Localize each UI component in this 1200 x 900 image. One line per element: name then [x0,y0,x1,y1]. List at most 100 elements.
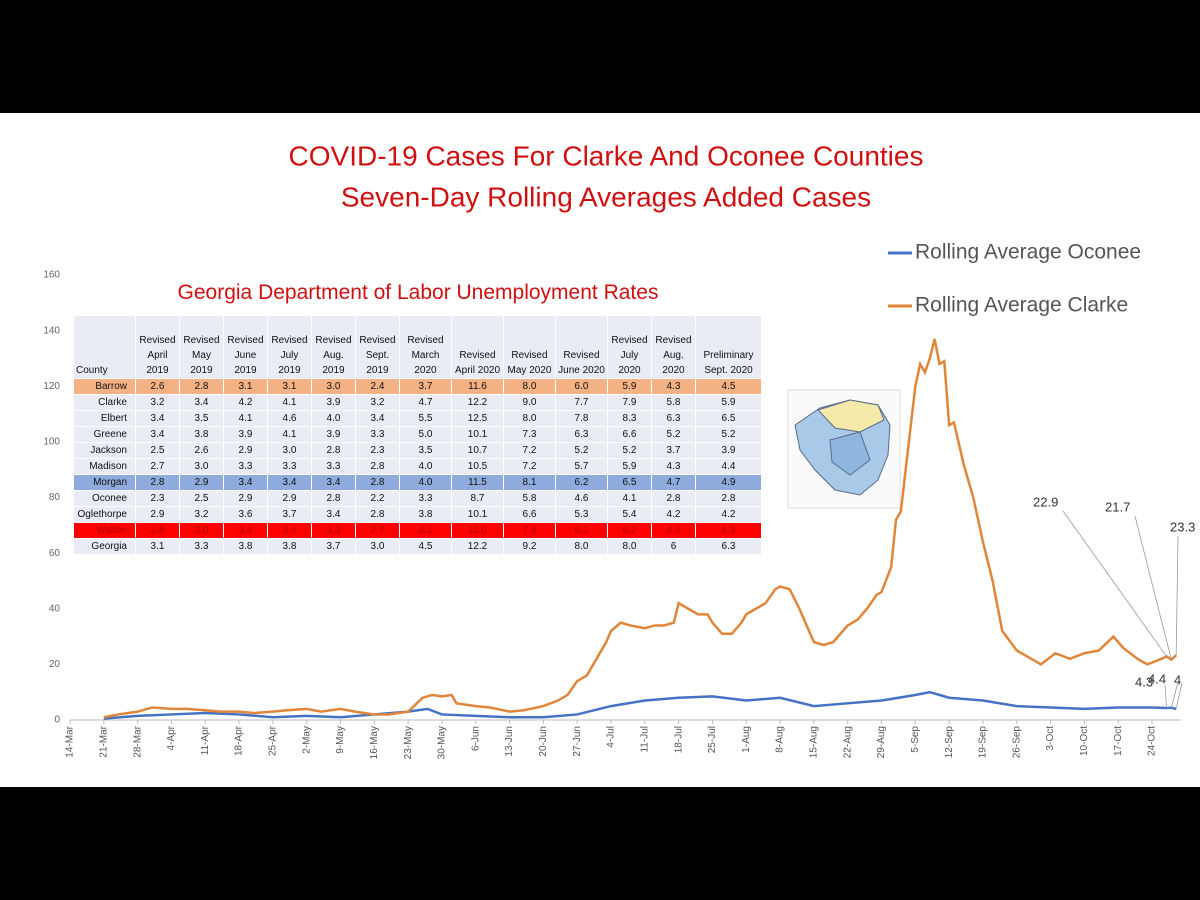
table-row: Elbert 3.4 3.5 4.1 4.6 4.0 3.4 5.5 12.5 8.0 7.8 8.3… [73,410,762,427]
table-cell: 11.6 [451,378,504,395]
table-cell: 5.8 [651,394,696,411]
table-cell: 3.3 [355,426,400,443]
table-row: Greene 3.4 3.8 3.9 4.1 3.9 3.3 5.0 10.1 7.3 6.3 6.6… [73,426,762,443]
table-cell: 2.8 [311,442,356,459]
map-region [829,431,871,476]
header-cell: Revised Aug. 2019 [311,315,356,379]
header-cell: Revised May 2019 [179,315,224,379]
table-cell: 4.2 [223,394,268,411]
table-cell: 10.7 [451,442,504,459]
x-tick-label: 30-May [437,726,448,759]
table-cell: 3.7 [399,378,452,395]
table-cell: 7.8 [555,410,608,427]
x-tick-label: 11-Jul [639,726,650,753]
legend-label: Rolling Average Oconee [915,241,1141,264]
table-cell: 4.1 [607,490,652,507]
x-tick-label: 12-Sep [944,726,955,759]
table-cell: 3.8 [399,506,452,523]
table-cell: 2.9 [267,490,312,507]
table-cell: 2.8 [355,474,400,491]
table-cell: 3.1 [223,378,268,395]
table-cell: 4.6 [267,410,312,427]
table-cell: 6.2 [555,474,608,491]
header-cell: Revised April 2020 [451,315,504,379]
table-cell: 3.9 [311,394,356,411]
table-cell: 2.5 [135,442,180,459]
x-tick-label: 20-Jun [538,726,549,757]
table-cell: 2.6 [135,378,180,395]
table-cell: 2.8 [311,490,356,507]
header-cell: Revised Aug. 2020 [651,315,696,379]
table-row: Oglethorpe 2.9 3.2 3.6 3.7 3.4 2.8 3.8 10.1 6.6 5.… [73,506,762,523]
table-cell: Madison [73,458,136,475]
table-cell: 8.0 [503,410,556,427]
point-label: 21.7 [1105,499,1130,514]
point-label: 22.9 [1033,494,1058,509]
table-cell: 9.2 [503,538,556,555]
table-cell: 4.7 [651,474,696,491]
table-cell: Elbert [73,410,136,427]
header-cell: Revised June 2020 [555,315,608,379]
table-cell: Jackson [73,442,136,459]
table-cell: 12.5 [451,410,504,427]
table-cell: 3.1 [135,538,180,555]
header-cell: Revised July 2020 [607,315,652,379]
table-cell: 2.7 [135,458,180,475]
x-tick-label: 4-Apr [166,725,177,750]
table-cell: Greene [73,426,136,443]
table-cell: 4.4 [695,458,762,475]
table-cell: 4.9 [695,474,762,491]
table-cell: 5.9 [695,394,762,411]
series-line [103,690,1177,720]
table-cell: 2.8 [355,506,400,523]
y-tick-label: 100 [43,437,60,448]
table-cell: 3.8 [267,538,312,555]
table-cell: 6.3 [695,538,762,555]
table-row: Walton 2.8 3.0 3.4 3.4 3.3 2.7 4.1 12.0 7.8 6.1 6.2… [73,522,762,539]
table-cell: 3.4 [267,522,312,539]
table-cell: 5.8 [503,490,556,507]
table-cell: 5.2 [555,442,608,459]
table-cell: 7.2 [503,442,556,459]
table-cell: 3.5 [399,442,452,459]
table-cell: 3.7 [267,506,312,523]
table-cell: 3.1 [267,378,312,395]
unemployment-table: County Revised April 2019 Revised May 2019… [73,315,762,555]
table-cell: 12.2 [451,538,504,555]
table-cell: 3.4 [355,410,400,427]
table-cell: 3.0 [311,378,356,395]
table-cell: 5.0 [399,426,452,443]
table-cell: 9.0 [503,394,556,411]
table-cell: 2.8 [179,378,224,395]
x-tick-label: 18-Apr [234,725,245,756]
table-row: Georgia 3.1 3.3 3.8 3.8 3.7 3.0 4.5 12.2 9.2 8.0 8.… [73,538,762,555]
table-row: Madison 2.7 3.0 3.3 3.3 3.3 2.8 4.0 10.5 7.2 5.7 5.… [73,458,762,475]
table-cell: 6 [651,538,696,555]
table-cell: 4.2 [695,506,762,523]
table-cell: 6.5 [607,474,652,491]
y-tick-label: 40 [49,603,61,614]
point-label: 4.3 [1135,674,1153,689]
table-cell: 8.0 [607,538,652,555]
table-cell: 7.9 [607,394,652,411]
table-cell: 4.1 [267,394,312,411]
table-cell: 3.0 [267,442,312,459]
table-cell: 3.4 [135,426,180,443]
leader-line [1170,681,1179,708]
table-cell: 3.8 [179,426,224,443]
table-cell: 2.4 [355,378,400,395]
table-cell: 7.8 [503,522,556,539]
table-cell: 3.8 [223,538,268,555]
header-row: County Revised April 2019 Revised May 2019… [73,315,762,379]
table-cell: 4.1 [267,426,312,443]
table-cell: 7.7 [555,394,608,411]
x-tick-label: 17-Oct [1113,726,1124,756]
x-tick-label: 25-Jul [707,726,718,753]
table-row: Jackson 2.5 2.6 2.9 3.0 2.8 2.3 3.5 10.7 7.2 5.2 5.… [73,442,762,459]
table-cell: 3.3 [223,458,268,475]
x-tick-label: 1-Aug [741,726,752,753]
table-cell: 8.7 [451,490,504,507]
table-cell: 2.9 [179,474,224,491]
table-cell: 2.9 [223,442,268,459]
